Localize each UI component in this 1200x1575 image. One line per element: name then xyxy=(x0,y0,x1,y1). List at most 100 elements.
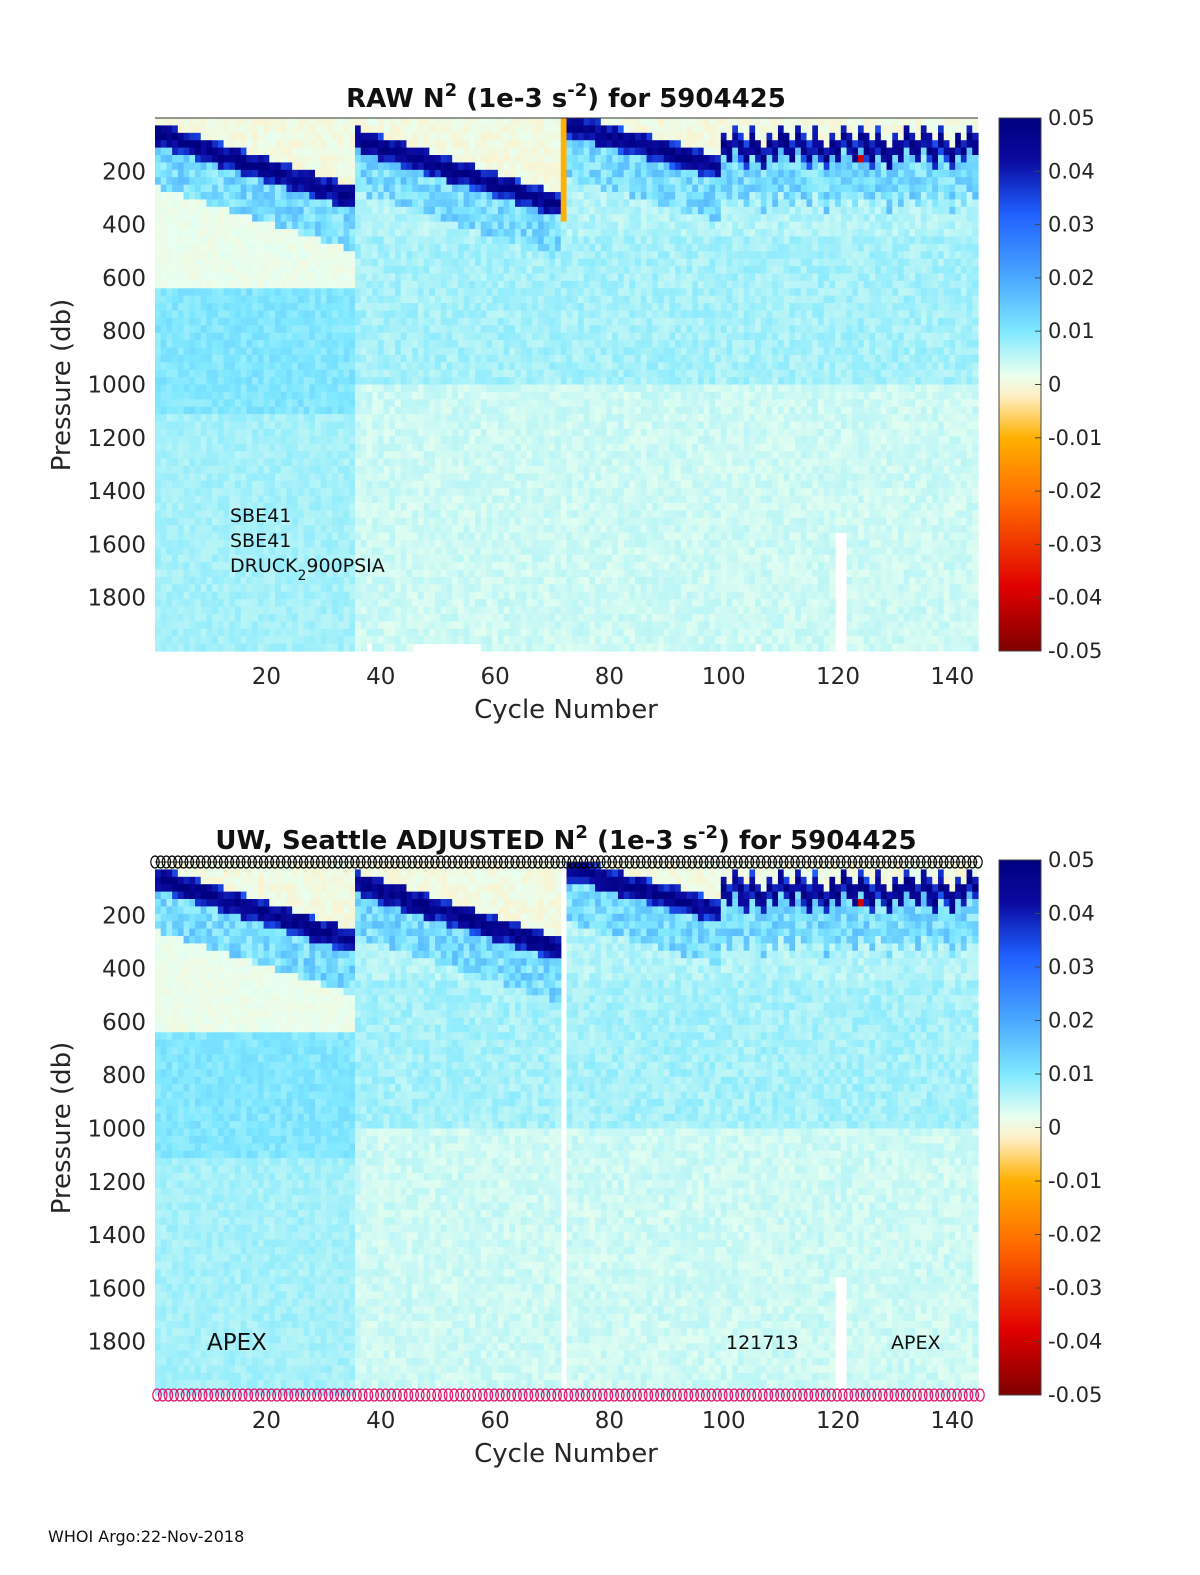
heatmap-cell xyxy=(481,318,487,326)
heatmap-cell xyxy=(481,207,487,215)
heatmap-cell xyxy=(309,592,315,600)
heatmap-cell xyxy=(441,577,447,585)
heatmap-cell xyxy=(452,162,458,170)
heatmap-cell xyxy=(224,518,230,526)
heatmap-cell xyxy=(418,251,424,259)
heatmap-cell xyxy=(464,222,470,230)
heatmap-cell xyxy=(309,170,315,178)
heatmap-cell xyxy=(389,481,395,489)
heatmap-cell xyxy=(458,133,464,141)
heatmap-cell xyxy=(315,347,321,355)
heatmap-cell xyxy=(166,177,172,185)
heatmap-cell xyxy=(544,503,550,511)
heatmap-cell xyxy=(304,510,310,518)
heatmap-cell xyxy=(481,355,487,363)
heatmap-cell xyxy=(212,407,218,415)
heatmap-cell xyxy=(292,162,298,170)
heatmap-cell xyxy=(189,496,195,504)
heatmap-cell xyxy=(269,251,275,259)
heatmap-cell xyxy=(498,207,504,215)
heatmap-cell xyxy=(469,636,475,644)
heatmap-cell xyxy=(515,177,521,185)
heatmap-cell xyxy=(509,355,515,363)
heatmap-cell xyxy=(378,325,384,333)
heatmap-cell xyxy=(504,547,510,555)
heatmap-cell xyxy=(486,621,492,629)
heatmap-cell xyxy=(526,525,532,533)
heatmap-cell xyxy=(429,629,435,637)
heatmap-cell xyxy=(304,192,310,200)
heatmap-cell xyxy=(332,592,338,600)
heatmap-cell xyxy=(452,429,458,437)
heatmap-cell xyxy=(515,259,521,267)
heatmap-cell xyxy=(429,266,435,274)
heatmap-cell xyxy=(544,207,550,215)
heatmap-cell xyxy=(229,281,235,289)
heatmap-cell xyxy=(218,177,224,185)
heatmap-cell xyxy=(429,310,435,318)
heatmap-cell xyxy=(498,318,504,326)
heatmap-cell xyxy=(435,533,441,541)
heatmap-cell xyxy=(212,318,218,326)
heatmap-cell xyxy=(446,125,452,133)
heatmap-cell xyxy=(166,392,172,400)
heatmap-cell xyxy=(418,629,424,637)
heatmap-cell xyxy=(269,599,275,607)
heatmap-cell xyxy=(258,266,264,274)
heatmap-cell xyxy=(526,429,532,437)
heatmap-cell xyxy=(349,370,355,378)
heatmap-cell xyxy=(549,207,555,215)
heatmap-cell xyxy=(355,370,361,378)
heatmap-cell xyxy=(166,555,172,563)
heatmap-cell xyxy=(298,555,304,563)
heatmap-cell xyxy=(201,310,207,318)
heatmap-cell xyxy=(469,436,475,444)
heatmap-cell xyxy=(355,473,361,481)
heatmap-cell xyxy=(349,636,355,644)
heatmap-cell xyxy=(206,273,212,281)
heatmap-cell xyxy=(212,244,218,252)
heatmap-cell xyxy=(349,644,355,652)
heatmap-cell xyxy=(446,444,452,452)
heatmap-cell xyxy=(281,236,287,244)
heatmap-cell xyxy=(441,436,447,444)
heatmap-cell xyxy=(486,177,492,185)
heatmap-cell xyxy=(344,473,350,481)
heatmap-cell xyxy=(304,488,310,496)
heatmap-cell xyxy=(469,259,475,267)
heatmap-cell xyxy=(315,185,321,193)
heatmap-cell xyxy=(184,185,190,193)
heatmap-cell xyxy=(309,192,315,200)
heatmap-cell xyxy=(264,644,270,652)
heatmap-cell xyxy=(544,614,550,622)
heatmap-cell xyxy=(498,414,504,422)
heatmap-cell xyxy=(389,518,395,526)
heatmap-cell xyxy=(166,510,172,518)
heatmap-cell xyxy=(258,385,264,393)
heatmap-cell xyxy=(298,303,304,311)
heatmap-cell xyxy=(464,259,470,267)
heatmap-cell xyxy=(481,370,487,378)
heatmap-cell xyxy=(161,407,167,415)
heatmap-cell xyxy=(344,636,350,644)
heatmap-cell xyxy=(201,199,207,207)
heatmap-cell xyxy=(269,259,275,267)
heatmap-cell xyxy=(178,192,184,200)
heatmap-cell xyxy=(526,199,532,207)
heatmap-cell xyxy=(486,414,492,422)
heatmap-cell xyxy=(446,177,452,185)
heatmap-cell xyxy=(458,570,464,578)
heatmap-cell xyxy=(195,503,201,511)
heatmap-cell xyxy=(241,444,247,452)
heatmap-cell xyxy=(441,133,447,141)
heatmap-cell xyxy=(509,370,515,378)
heatmap-cell xyxy=(286,244,292,252)
heatmap-cell xyxy=(195,444,201,452)
heatmap-cell xyxy=(532,488,538,496)
heatmap-cell xyxy=(464,118,470,126)
heatmap-cell xyxy=(155,444,161,452)
heatmap-cell xyxy=(235,229,241,237)
heatmap-cell xyxy=(446,392,452,400)
heatmap-cell xyxy=(521,510,527,518)
heatmap-cell xyxy=(332,429,338,437)
